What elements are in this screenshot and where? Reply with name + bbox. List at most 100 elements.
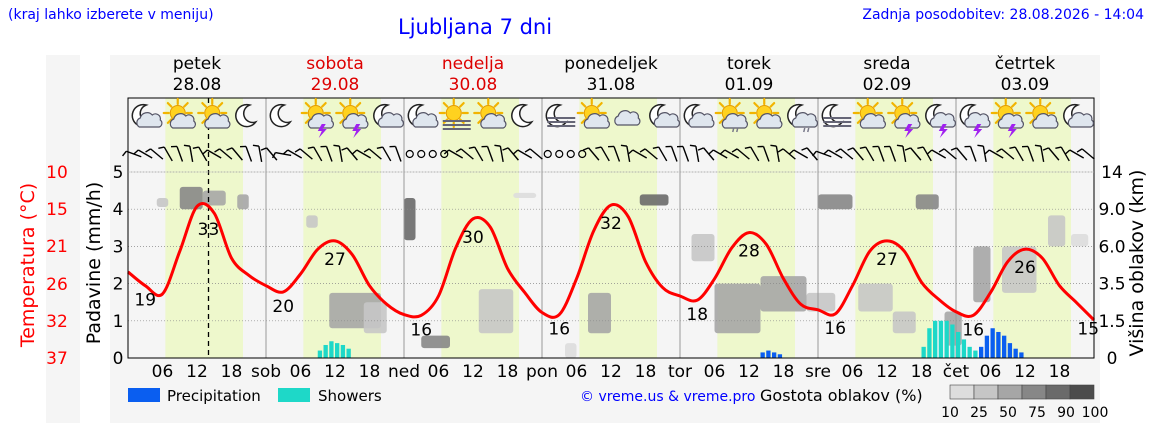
- wind-shaft: [1081, 148, 1095, 160]
- wind-feather: [770, 144, 777, 147]
- wind-feather: [363, 148, 370, 153]
- cloud-density-step: 10: [941, 405, 959, 421]
- sun-ray: [166, 102, 173, 108]
- wind-barb-icon: [121, 150, 142, 158]
- temperature-label: 27: [324, 250, 346, 270]
- cloud-height-tick-label: 0: [1107, 349, 1118, 369]
- wind-shaft: [762, 146, 770, 162]
- cloud-shape: [929, 112, 956, 128]
- cloud-density-label: Gostota oblakov (%): [760, 386, 923, 405]
- moon-shape: [269, 103, 293, 128]
- temperature-label: 26: [1014, 258, 1036, 278]
- cloud-shape: [614, 110, 641, 126]
- cloud-density-step: 100: [1082, 405, 1109, 421]
- cloud-block: [156, 198, 169, 207]
- day-name: sreda: [863, 54, 910, 74]
- cloud-block: [760, 276, 807, 312]
- wind-shaft: [137, 149, 153, 159]
- hour-tick-label: 18: [635, 362, 657, 382]
- precipitation-bar: [760, 352, 765, 358]
- wind-barb-icon: [389, 145, 402, 162]
- wind-shaft: [313, 146, 323, 162]
- wind-shaft: [448, 149, 464, 159]
- temperature-label: 16: [410, 320, 432, 340]
- moon-cloud-icon: [649, 103, 680, 128]
- wind-feather: [1055, 146, 1062, 150]
- wind-barb-icon: [363, 148, 382, 160]
- lightning-shape: [973, 124, 983, 138]
- precipitation-bar: [777, 354, 783, 358]
- wind-shaft: [712, 149, 728, 159]
- day-date: 02.09: [863, 75, 912, 95]
- wind-feather: [627, 149, 634, 155]
- wind-barb-icon: [443, 149, 464, 159]
- wind-calm-icon: [428, 149, 437, 159]
- hour-tick-label: 18: [1049, 362, 1071, 382]
- wind-shaft: [258, 145, 263, 163]
- wind-shaft: [206, 149, 222, 159]
- precip-tick-label: 2: [113, 275, 124, 295]
- hour-tick-label: 06: [842, 362, 864, 382]
- cloud-shape: [307, 113, 334, 129]
- wind-barb-icon: [502, 147, 519, 161]
- sun-drizzle-icon: [714, 97, 748, 133]
- precipitation-legend-swatch: [128, 388, 160, 402]
- cloud-height-tick-label: 3.5: [1098, 275, 1125, 295]
- wind-barb-icon: [183, 144, 194, 163]
- wind-feather: [926, 149, 933, 155]
- cloud-height-tick-label: 14: [1101, 163, 1123, 183]
- shower-bar: [967, 346, 972, 358]
- temperature-label: 16: [548, 320, 570, 340]
- cloud-shape: [721, 113, 748, 129]
- wind-shaft: [125, 150, 142, 158]
- precipitation-bar: [1007, 343, 1013, 358]
- wind-barb-icon: [341, 147, 358, 161]
- sun-ray: [217, 102, 224, 108]
- temperature-tick-label: 21: [46, 237, 68, 257]
- shower-bar: [346, 348, 351, 358]
- wind-feather: [1076, 148, 1083, 153]
- moon-cloud-icon: [373, 103, 404, 128]
- sun-cloud-icon: [749, 97, 783, 129]
- wind-shaft: [815, 150, 832, 158]
- wind-shaft: [198, 146, 208, 162]
- wind-feather: [271, 152, 276, 159]
- sun-ray: [442, 102, 449, 108]
- cloud-block: [478, 289, 514, 334]
- wind-feather: [595, 146, 602, 150]
- wind-barb-icon: [294, 148, 313, 160]
- wind-calm-icon: [578, 149, 587, 159]
- shower-bar: [927, 328, 932, 358]
- wind-barb-icon: [744, 146, 760, 162]
- wind-barb-icon: [468, 146, 484, 162]
- sun-ray: [856, 102, 863, 108]
- wind-feather: [226, 147, 233, 151]
- wind-barb-icon: [872, 145, 885, 162]
- sun-storm-icon: [335, 97, 369, 138]
- day-name: petek: [173, 54, 221, 74]
- lightning-shape: [904, 124, 914, 138]
- sun-ray: [304, 118, 311, 124]
- sun-ray: [477, 102, 483, 108]
- wind-shaft: [750, 146, 760, 162]
- sun-cloud-icon: [162, 97, 196, 129]
- wind-barb-icon: [376, 146, 392, 162]
- rain-drop: [732, 127, 735, 133]
- shower-bar: [950, 324, 955, 358]
- wind-feather: [282, 149, 289, 155]
- cloud-block: [691, 234, 715, 262]
- wind-shaft: [600, 146, 610, 162]
- wind-feather: [582, 147, 589, 151]
- wind-barb-icon: [719, 149, 740, 159]
- hour-tick-label: 12: [600, 362, 622, 382]
- wind-barb-icon: [320, 145, 333, 162]
- sun-ray: [907, 102, 914, 108]
- wind-barb-icon: [333, 144, 343, 163]
- temperature-tick-label: 10: [46, 163, 68, 183]
- shower-bar: [329, 341, 334, 358]
- shower-bar: [944, 320, 949, 358]
- sun-rays: [990, 97, 1021, 129]
- wind-feather: [996, 148, 1002, 153]
- shower-bar: [921, 346, 926, 358]
- shower-bar: [335, 343, 340, 358]
